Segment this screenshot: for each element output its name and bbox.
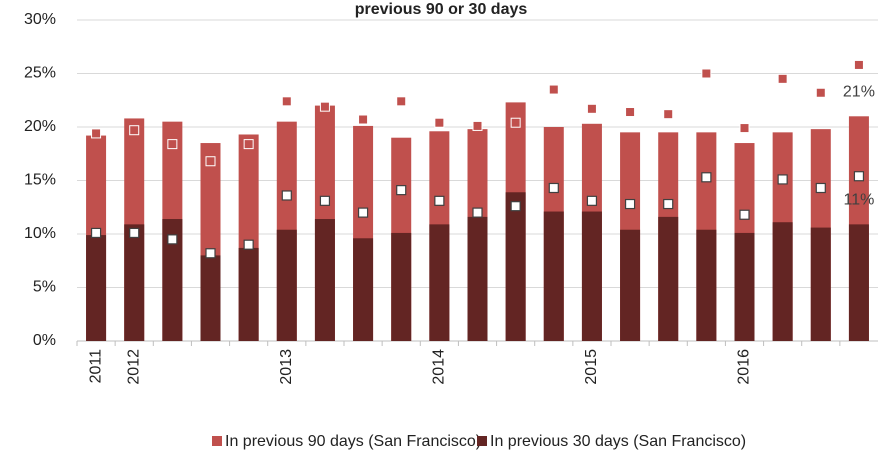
x-tick-label: 2016 [736,349,753,385]
marker [586,195,598,206]
marker [510,117,521,128]
legend-label: In previous 30 days (San Francisco) [490,433,746,450]
marker [396,96,407,107]
marker [739,209,750,220]
data-label: 11% [844,192,875,209]
bar [810,227,831,341]
y-tick-label: 15% [24,172,56,189]
marker [663,198,674,210]
bar [772,222,793,341]
marker [510,201,521,212]
bar [429,224,450,341]
marker [129,227,140,239]
marker [624,198,636,210]
bar [276,229,297,341]
y-tick-label: 30% [24,11,56,28]
data-label: 21% [843,84,875,101]
marker [129,125,140,136]
marker [701,172,712,183]
marker [281,190,292,201]
x-tick-label: 2012 [125,349,142,385]
bar [543,211,564,341]
marker [663,109,674,120]
bar [696,229,717,341]
bar [238,247,259,341]
marker [625,107,636,118]
legend-label: In previous 90 days (San Francisco) [225,433,481,450]
marker [739,123,750,134]
bar [505,192,526,341]
marker [243,239,254,250]
marker [853,171,865,182]
marker [548,182,559,194]
marker [167,139,178,150]
marker [319,101,330,112]
marker [815,182,826,194]
y-tick-label: 20% [24,118,56,135]
marker [358,114,369,125]
marker [472,207,483,218]
bar [848,224,869,341]
bar [467,216,488,341]
marker [472,120,483,131]
y-tick-label: 5% [33,279,56,296]
bar [314,219,335,341]
marker [205,156,216,167]
bar [162,219,183,341]
y-tick-label: 10% [24,225,56,242]
bar [734,232,755,341]
x-tick-label: 2011 [87,349,104,384]
x-tick-label: 2015 [583,349,600,385]
marker [357,207,369,218]
marker [90,227,102,239]
marker [586,103,597,114]
marker [205,248,216,259]
marker [777,174,788,185]
bar [391,232,412,341]
x-tick-label: 2013 [278,349,295,385]
bar [658,216,679,341]
bar [124,224,145,341]
marker [396,185,407,196]
chart-title: previous 90 or 30 days [355,1,528,18]
y-tick-label: 0% [33,332,56,349]
marker [701,68,712,79]
bar [620,229,641,341]
bar [581,211,602,341]
bar [353,238,374,341]
bar [200,255,221,341]
marker [777,73,788,84]
x-tick-label: 2014 [431,349,448,385]
marker [91,128,102,139]
marker [434,195,445,206]
marker [853,59,864,70]
marker [548,84,559,95]
legend-swatch [477,436,487,446]
marker [815,87,826,98]
y-tick-label: 25% [24,65,56,82]
marker [281,96,292,107]
marker [319,195,331,206]
marker [167,234,178,245]
bar [86,235,107,341]
marker [243,139,254,150]
legend-swatch [212,436,222,446]
marker [434,117,445,128]
